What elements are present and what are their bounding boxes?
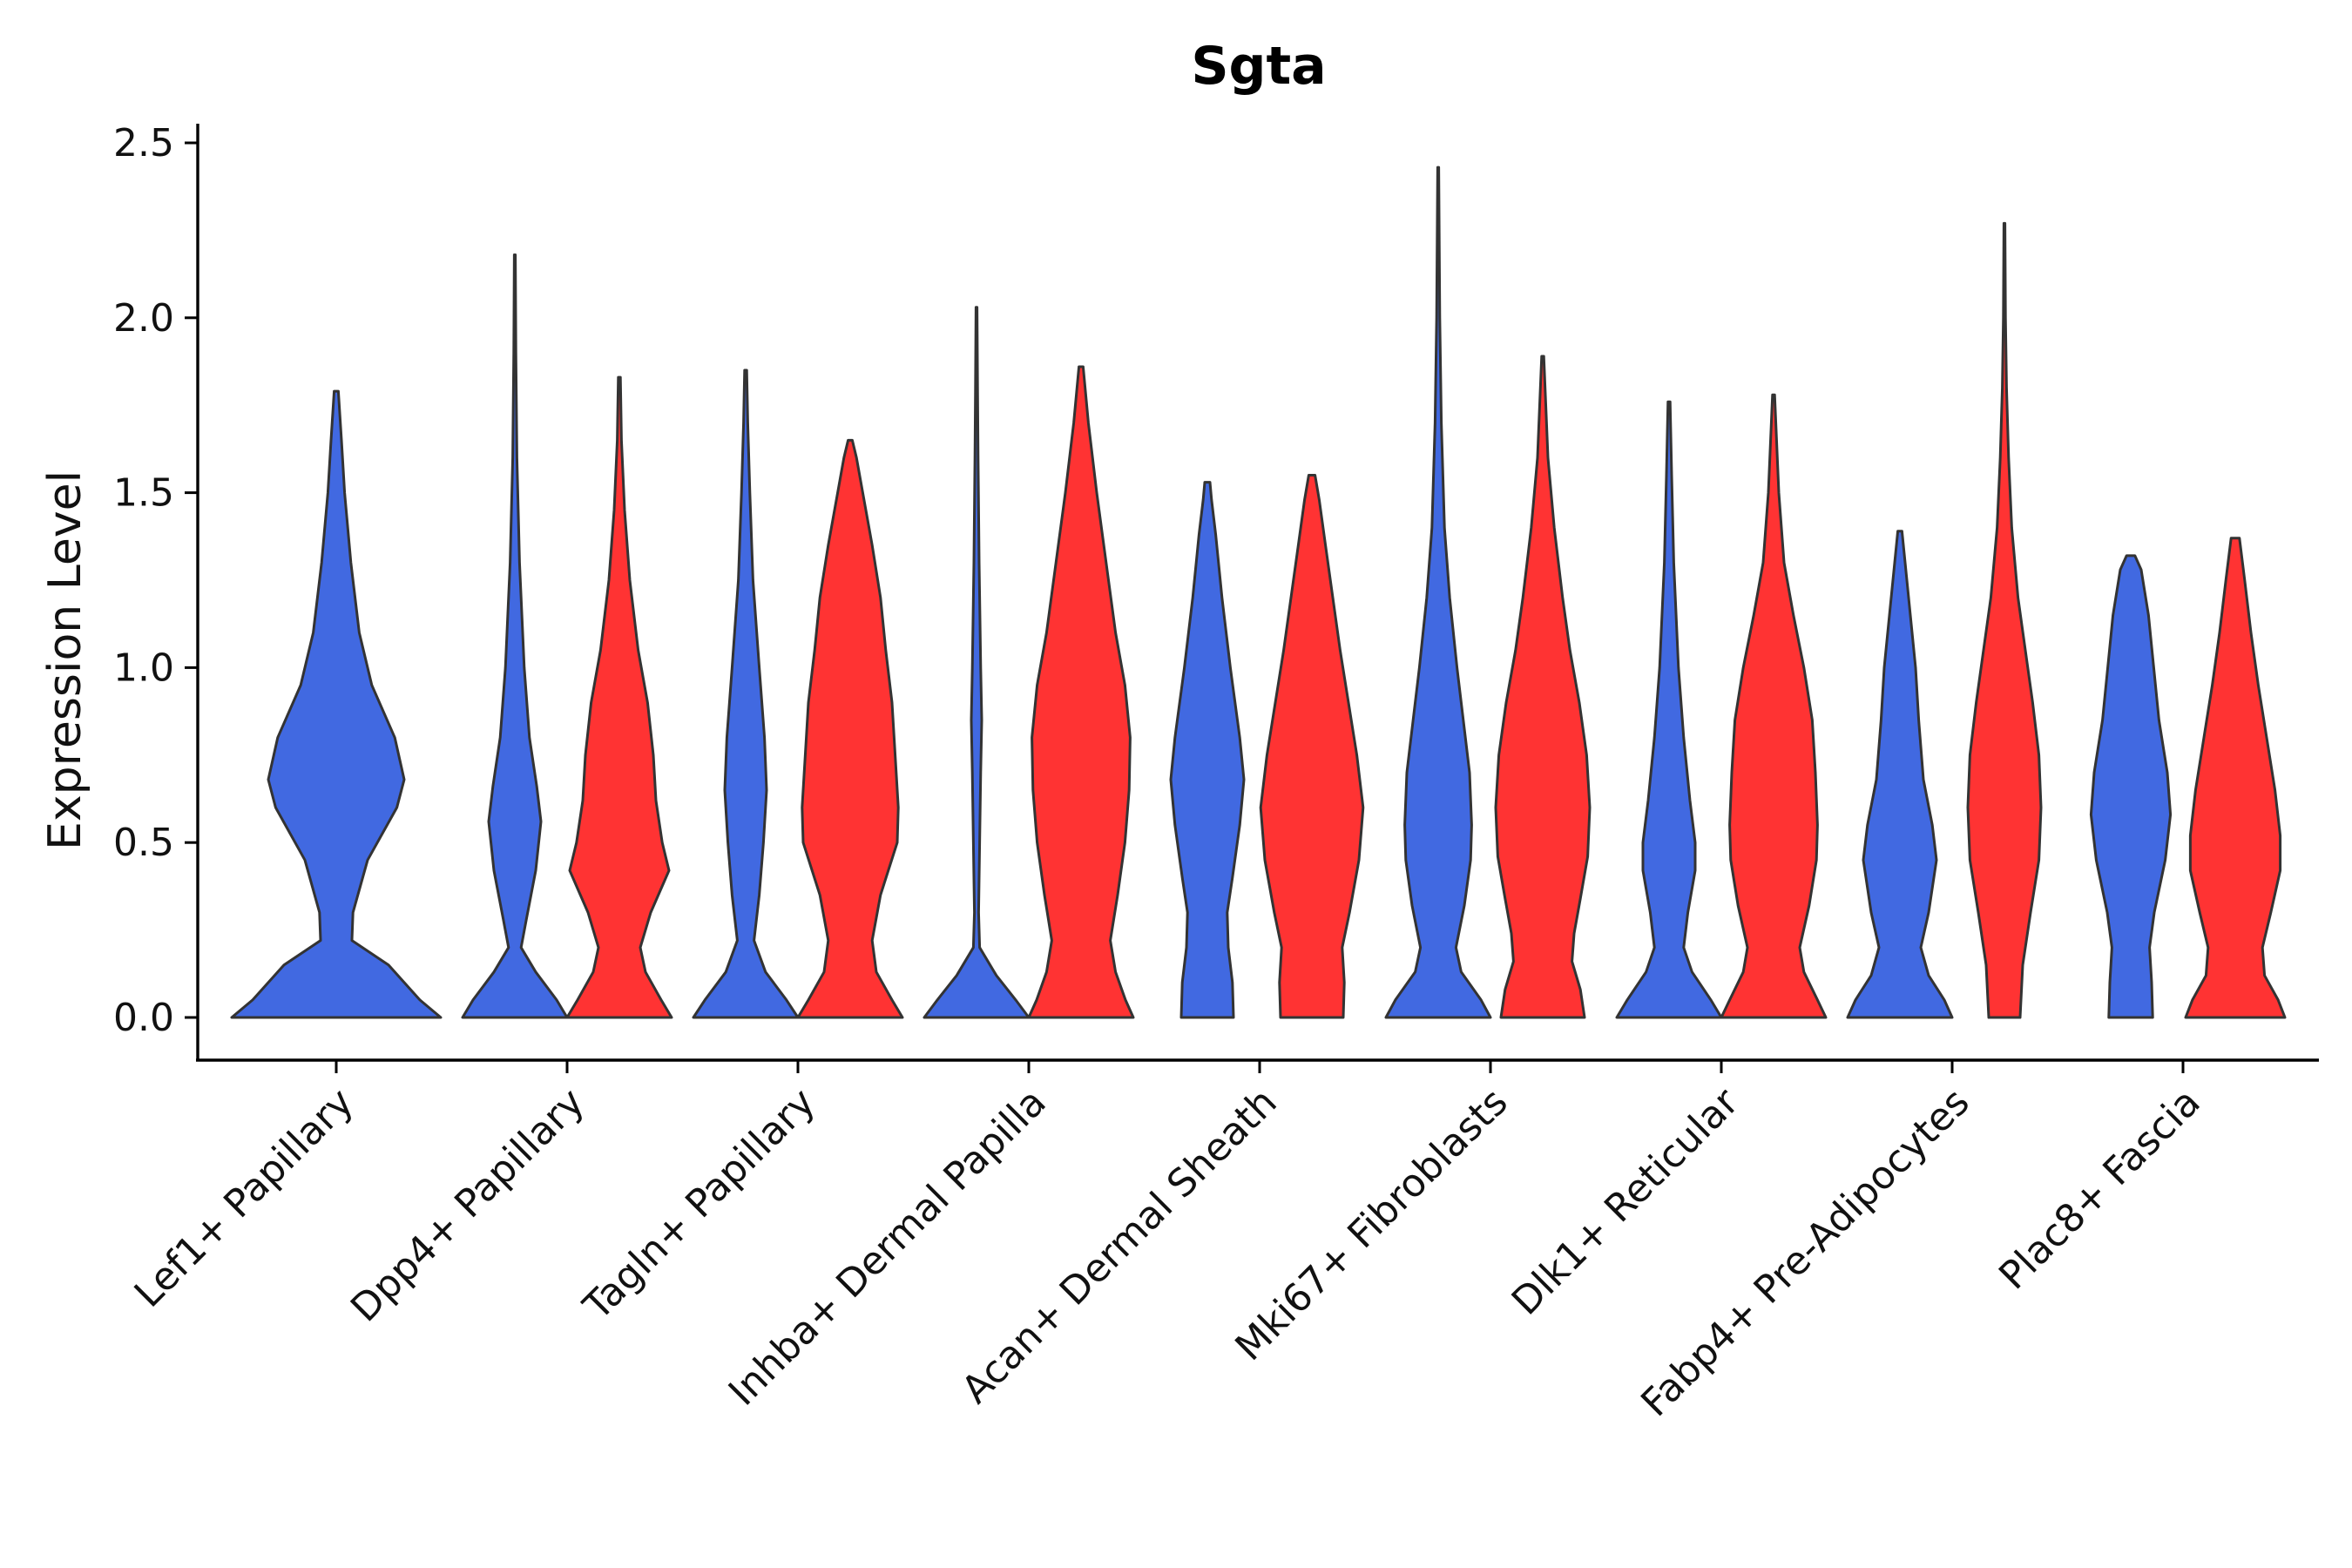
y-axis-label: Expression Level — [39, 470, 91, 850]
violin-1-tagln-papillary — [692, 368, 800, 1019]
violin-1-dpp4-papillary — [461, 253, 569, 1019]
violin-1-dlk1-reticular — [1615, 400, 1723, 1019]
violin-2-inhba-dermal-papilla — [1027, 365, 1135, 1019]
chart-title: Sgta — [1191, 36, 1326, 97]
y-tick-label: 0.5 — [113, 821, 174, 865]
violin-1-plac8-fascia — [2089, 554, 2173, 1019]
y-tick-label: 0.0 — [113, 996, 174, 1040]
violin-2-tagln-papillary — [796, 438, 904, 1019]
violin-1-fabp4-pre-adipocytes — [1846, 530, 1954, 1019]
violin-1-lef1-papillary — [230, 389, 443, 1019]
x-tick-label: Tagln+ Papillary — [575, 1080, 824, 1329]
x-tick-label: Dpp4+ Papillary — [342, 1080, 593, 1331]
violin-2-mki67-fibroblasts — [1494, 355, 1592, 1019]
y-tick-label: 1.0 — [113, 645, 174, 690]
x-tick-label: Plac8+ Fascia — [1990, 1080, 2209, 1299]
violins-layer — [230, 166, 2287, 1019]
violin-2-fabp4-pre-adipocytes — [1966, 221, 2043, 1019]
y-ticks: 0.0 0.5 1.0 1.5 2.0 2.5 — [113, 121, 198, 1040]
violin-1-mki67-fibroblasts — [1384, 166, 1492, 1019]
y-tick-label: 2.0 — [113, 296, 174, 341]
violin-2-dpp4-papillary — [565, 375, 673, 1019]
x-tick-label: Lef1+ Papillary — [126, 1080, 362, 1316]
y-tick-label: 1.5 — [113, 471, 174, 516]
violin-2-acan-dermal-sheath — [1259, 474, 1365, 1019]
y-tick-label: 2.5 — [113, 121, 174, 166]
violin-1-inhba-dermal-papilla — [923, 306, 1031, 1019]
x-tick-label: Dlk1+ Reticular — [1504, 1079, 1748, 1324]
violin-2-dlk1-reticular — [1720, 393, 1828, 1019]
violin-1-acan-dermal-sheath — [1169, 481, 1246, 1019]
violin-2-plac8-fascia — [2184, 537, 2287, 1019]
